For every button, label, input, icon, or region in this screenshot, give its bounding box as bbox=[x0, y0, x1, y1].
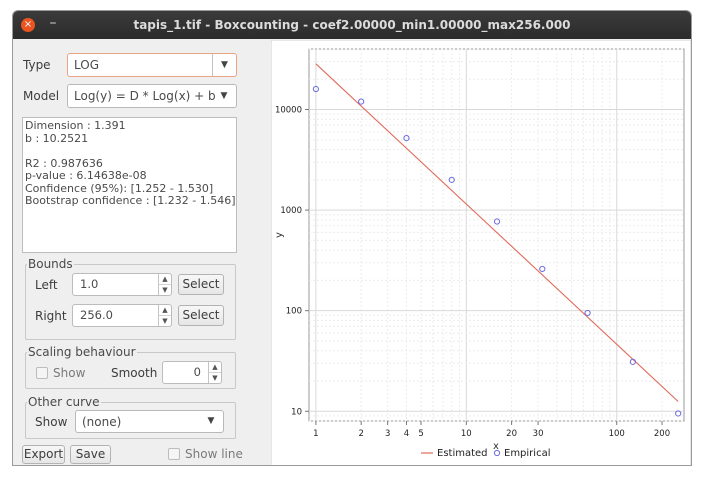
x-tick-label: 5 bbox=[418, 429, 423, 439]
smooth-value: 0 bbox=[193, 365, 201, 379]
x-tick-label: 2 bbox=[358, 429, 363, 439]
bounds-group bbox=[25, 264, 236, 340]
spin-up-icon[interactable]: ▲ bbox=[158, 274, 171, 285]
estimated-line bbox=[315, 63, 679, 402]
minimize-button[interactable]: – bbox=[49, 15, 57, 31]
left-bound-value: 1.0 bbox=[80, 277, 99, 291]
x-tick-label: 4 bbox=[404, 429, 409, 439]
result-bootstrap-confidence: Bootstrap confidence : [1.232 - 1.546] bbox=[25, 194, 236, 207]
empirical-point bbox=[584, 309, 591, 317]
window-title: tapis_1.tif - Boxcounting - coef2.00000_… bbox=[133, 18, 571, 32]
x-tick-label: 10 bbox=[461, 429, 472, 439]
smooth-spinner[interactable]: 0 ▲ ▼ bbox=[162, 361, 222, 384]
left-select-button[interactable]: Select bbox=[178, 274, 224, 295]
empirical-point bbox=[312, 85, 319, 93]
result-p-value: p-value : 6.14638e-08 bbox=[25, 169, 147, 182]
result-confidence: Confidence (95%): [1.252 - 1.530] bbox=[25, 181, 214, 195]
spin-up-icon[interactable]: ▲ bbox=[208, 362, 221, 373]
empirical-point bbox=[448, 176, 455, 183]
grid-lines bbox=[309, 48, 684, 422]
bounds-title: Bounds bbox=[27, 257, 74, 271]
spin-up-icon[interactable]: ▲ bbox=[158, 305, 171, 316]
x-tick-label: 100 bbox=[609, 429, 625, 439]
type-value: LOG bbox=[74, 58, 100, 72]
save-button[interactable]: Save bbox=[70, 445, 111, 464]
type-dropdown[interactable]: LOG ▼ bbox=[67, 53, 237, 77]
axis-ticks: 1 2 3 4 5 10 20 30 100 200 10 100 1000 10000 bbox=[275, 106, 670, 439]
model-value: Log(y) = D * Log(x) + b bbox=[74, 89, 216, 103]
spin-down-icon[interactable]: ▼ bbox=[158, 315, 171, 326]
empirical-point bbox=[675, 410, 682, 417]
result-dimension: Dimension : 1.391 bbox=[25, 119, 126, 132]
left-bound-spinner[interactable]: 1.0 ▲ ▼ bbox=[72, 273, 172, 296]
y-axis-label: y bbox=[274, 232, 285, 238]
spin-down-icon[interactable]: ▼ bbox=[208, 372, 221, 383]
other-curve-value: (none) bbox=[82, 415, 122, 429]
type-label: Type bbox=[23, 58, 51, 72]
result-spacer bbox=[25, 145, 234, 158]
plot-area bbox=[308, 48, 685, 422]
y-tick-label: 1000 bbox=[280, 206, 302, 216]
chevron-down-icon: ▼ bbox=[212, 54, 236, 76]
other-curve-show-label: Show bbox=[35, 415, 68, 429]
spin-down-icon[interactable]: ▼ bbox=[158, 284, 171, 295]
right-bound-value: 256.0 bbox=[80, 308, 113, 322]
model-label: Model bbox=[23, 89, 60, 103]
legend-estimated-label: Estimated bbox=[437, 448, 488, 459]
export-button[interactable]: Export bbox=[22, 445, 65, 464]
x-tick-label: 20 bbox=[506, 429, 517, 439]
close-button[interactable]: × bbox=[21, 18, 35, 32]
right-bound-label: Right bbox=[35, 309, 67, 323]
smooth-label: Smooth bbox=[111, 366, 158, 380]
show-line-label: Show line bbox=[185, 447, 243, 461]
right-bound-spinner[interactable]: 256.0 ▲ ▼ bbox=[72, 304, 172, 327]
chevron-down-icon: ▼ bbox=[220, 91, 228, 101]
results-text-area[interactable]: Dimension : 1.391 b : 10.2521 R2 : 0.987… bbox=[22, 117, 237, 253]
empirical-point bbox=[629, 358, 636, 365]
empirical-point bbox=[493, 218, 501, 225]
legend: Estimated Empirical bbox=[421, 448, 550, 459]
scaling-show-checkbox[interactable] bbox=[36, 367, 48, 379]
result-intercept: b : 10.2521 bbox=[25, 131, 89, 145]
scaling-title: Scaling behaviour bbox=[27, 345, 137, 359]
scaling-show-label: Show bbox=[53, 366, 86, 380]
other-curve-title: Other curve bbox=[27, 395, 101, 409]
x-tick-label: 30 bbox=[533, 429, 544, 439]
legend-empirical-swatch bbox=[493, 449, 501, 457]
other-curve-dropdown[interactable]: (none) ▼ bbox=[75, 410, 224, 433]
boxcounting-window: × – tapis_1.tif - Boxcounting - coef2.00… bbox=[12, 10, 692, 466]
series-layer bbox=[312, 63, 682, 417]
empirical-point bbox=[539, 265, 546, 273]
other-curve-group bbox=[25, 402, 236, 439]
result-r2: R2 : 0.987636 bbox=[25, 156, 103, 170]
x-tick-label: 1 bbox=[313, 429, 318, 439]
model-dropdown[interactable]: Log(y) = D * Log(x) + b ▼ bbox=[67, 84, 237, 108]
log-log-plot[interactable]: 1 2 3 4 5 10 20 30 100 200 10 100 1000 10000 x y Esti… bbox=[271, 40, 691, 466]
chevron-down-icon: ▼ bbox=[207, 416, 215, 426]
right-select-button[interactable]: Select bbox=[178, 305, 224, 326]
y-tick-label: 10000 bbox=[275, 106, 302, 116]
x-tick-label: 3 bbox=[385, 429, 390, 439]
empirical-point bbox=[358, 98, 365, 105]
show-line-checkbox[interactable] bbox=[168, 448, 180, 460]
x-tick-label: 200 bbox=[654, 429, 670, 439]
x-axis-label: x bbox=[493, 441, 499, 452]
title-bar: × – tapis_1.tif - Boxcounting - coef2.00… bbox=[13, 11, 691, 39]
empirical-point bbox=[403, 135, 410, 142]
left-bound-label: Left bbox=[35, 278, 58, 292]
y-tick-label: 10 bbox=[291, 407, 302, 417]
legend-empirical-label: Empirical bbox=[504, 448, 550, 459]
y-tick-label: 100 bbox=[286, 307, 302, 317]
